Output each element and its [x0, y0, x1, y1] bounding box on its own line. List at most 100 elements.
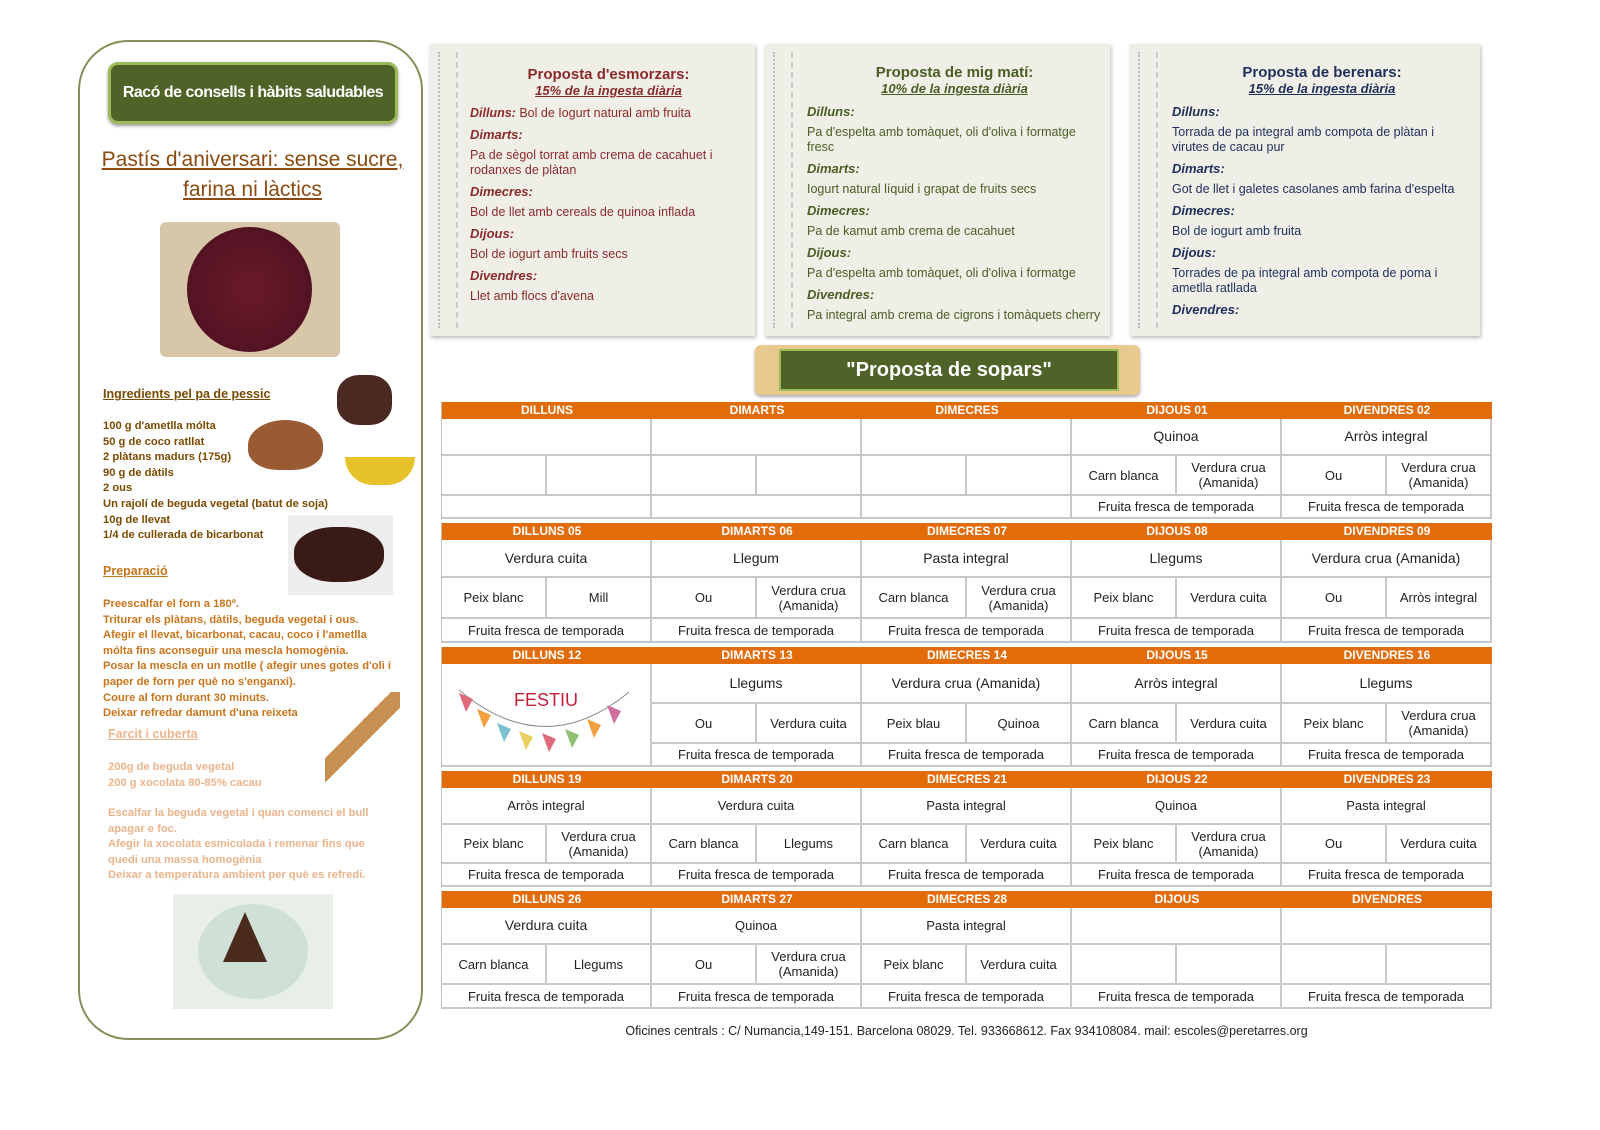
- text-line: 90 g de dàtils: [103, 466, 174, 479]
- day-header: DIMARTS 27: [652, 891, 862, 908]
- day-header: DIVENDRES: [1282, 891, 1492, 908]
- side-dishes: [1072, 945, 1282, 985]
- day-header: DIMECRES 07: [862, 523, 1072, 540]
- day-header: DIMARTS: [652, 402, 862, 419]
- note-item: Bol de llet amb cereals de quinoa inflad…: [470, 205, 696, 219]
- meal-note-0: Proposta d'esmorzars: 15% de la ingesta …: [430, 44, 755, 336]
- side-dishes: Peix blanc Verdura crua (Amanida): [442, 825, 652, 864]
- side-dishes: [1282, 945, 1492, 985]
- note-title: Proposta de berenars:: [1242, 64, 1402, 81]
- dessert: Fruita fresca de temporada: [1282, 619, 1492, 643]
- side-dishes: Ou Verdura crua (Amanida): [652, 945, 862, 985]
- side-dishes: Ou Verdura cuita: [1282, 825, 1492, 864]
- main-dish: Verdura cuita: [442, 908, 652, 945]
- side-dish: [547, 456, 652, 494]
- protein-dish: Peix blanc: [442, 578, 547, 617]
- text-line: 200g de beguda vegetal: [108, 761, 235, 773]
- note-subtitle: 10% de la ingesta diària: [881, 81, 1028, 96]
- text-line: paper de forn per què no s'enganxi).: [103, 675, 296, 688]
- side-dishes: Carn blanca Llegums: [442, 945, 652, 985]
- side-dish: Verdura crua (Amanida): [1177, 456, 1282, 494]
- note-day: Divendres:: [470, 268, 538, 283]
- side-dish: Mill: [547, 578, 652, 617]
- protein-dish: Ou: [1282, 825, 1387, 862]
- text-line: 2 plàtans madurs (175g): [103, 451, 232, 464]
- sponge-cake-image: [288, 515, 393, 595]
- week-block: DILLUNS DIMARTS DIMECRES DIJOUS 01 Quinoa Car…: [441, 402, 1492, 519]
- main-dish: Quinoa: [1072, 788, 1282, 825]
- day-header: DILLUNS 12: [442, 647, 652, 664]
- main-dish: Verdura cuita: [652, 788, 862, 825]
- side-dishes: [652, 456, 862, 496]
- text-line: 200 g xocolata 80-85% cacau: [108, 776, 262, 789]
- bunting-icon: [458, 689, 630, 752]
- note-item: Got de llet i galetes casolanes amb fari…: [1172, 182, 1455, 196]
- banana-image: [345, 457, 415, 485]
- text-line: 1/4 de cullerada de bicarbonat: [103, 529, 264, 542]
- side-dish: Verdura crua (Amanida): [1387, 456, 1492, 494]
- day-header: DIMECRES 28: [862, 891, 1072, 908]
- spiral-binding: [1138, 52, 1158, 328]
- day-header: DIJOUS 08: [1072, 523, 1282, 540]
- side-dishes: Ou Verdura crua (Amanida): [1282, 456, 1492, 496]
- dessert: Fruita fresca de temporada: [1072, 619, 1282, 643]
- recipe-title: Pastís d'aniversari: sense sucre, farina …: [101, 148, 404, 201]
- main-dish: Verdura crua (Amanida): [862, 664, 1072, 704]
- dessert: Fruita fresca de temporada: [652, 864, 862, 887]
- dessert: Fruita fresca de temporada: [1072, 744, 1282, 767]
- side-dish: Llegums: [757, 825, 862, 862]
- note-day: Dimecres:: [807, 203, 870, 218]
- side-dishes: Peix blanc Verdura cuita: [862, 945, 1072, 985]
- dinner-menu-table: DILLUNS DIMARTS DIMECRES DIJOUS 01 Quinoa Car…: [441, 402, 1492, 1013]
- cake-slice-image: [173, 894, 333, 1009]
- day-header: DIVENDRES 02: [1282, 402, 1492, 419]
- note-day: Dilluns:: [1172, 104, 1220, 119]
- main-dish: Verdura crua (Amanida): [1282, 540, 1492, 578]
- week-block: DILLUNS 19 Arròs integral Peix blanc Verdur…: [441, 771, 1492, 887]
- side-dish: Verdura cuita: [1177, 704, 1282, 742]
- dates-image: [337, 375, 392, 425]
- main-dish: Pasta integral: [862, 788, 1072, 825]
- day-header: DIVENDRES 23: [1282, 771, 1492, 788]
- day-header: DILLUNS 05: [442, 523, 652, 540]
- dessert: Fruita fresca de temporada: [862, 985, 1072, 1009]
- spiral-binding: [438, 52, 458, 328]
- side-dish: Verdura cuita: [1387, 825, 1492, 862]
- side-dishes: [862, 456, 1072, 496]
- dessert: Fruita fresca de temporada: [1072, 985, 1282, 1009]
- side-dish: Verdura crua (Amanida): [1177, 825, 1282, 862]
- dessert: Fruita fresca de temporada: [862, 619, 1072, 643]
- day-header: DIMARTS 06: [652, 523, 862, 540]
- side-dish: [757, 456, 862, 494]
- protein-dish: Ou: [652, 578, 757, 617]
- side-dish: Verdura cuita: [967, 825, 1072, 862]
- note-day: Dimecres:: [470, 184, 533, 199]
- healthy-habits-panel: Racó de consells i hàbits saludables Pas…: [78, 40, 423, 1040]
- protein-dish: Peix blanc: [862, 945, 967, 983]
- note-item: Pa d'espelta amb tomàquet, oli d'oliva i…: [807, 266, 1076, 280]
- main-dish: [862, 419, 1072, 456]
- dessert: Fruita fresca de temporada: [652, 985, 862, 1009]
- note-item: Llet amb flocs d'avena: [470, 289, 594, 303]
- main-dish: Llegum: [652, 540, 862, 578]
- text-line: 2 ous: [103, 482, 133, 495]
- protein-dish: [1072, 945, 1177, 983]
- dessert: [862, 496, 1072, 519]
- text-line: mólta fins aconseguir una mescla homogèn…: [103, 644, 349, 657]
- filling-steps: Escalfar la beguda vegetal i quan comenc…: [108, 806, 369, 884]
- day-header: DIVENDRES 16: [1282, 647, 1492, 664]
- dessert: Fruita fresca de temporada: [442, 619, 652, 643]
- protein-dish: Ou: [1282, 578, 1387, 617]
- protein-dish: Peix blanc: [1282, 704, 1387, 742]
- main-dish: Llegums: [652, 664, 862, 704]
- protein-dish: Carn blanca: [652, 825, 757, 862]
- protein-dish: Carn blanca: [862, 578, 967, 617]
- text-line: 50 g de coco ratllat: [103, 435, 205, 448]
- note-item: Bol de iogurt amb fruits secs: [470, 247, 628, 261]
- dinner-banner-title: "Proposta de sopars": [779, 349, 1119, 391]
- ingredients-heading: Ingredients pel pa de pessic: [103, 387, 271, 401]
- protein-dish: Peix blanc: [442, 825, 547, 862]
- note-day: Divendres:: [1172, 302, 1240, 317]
- note-subtitle: 15% de la ingesta diària: [1248, 81, 1396, 96]
- note-day: Dijous:: [1172, 245, 1217, 260]
